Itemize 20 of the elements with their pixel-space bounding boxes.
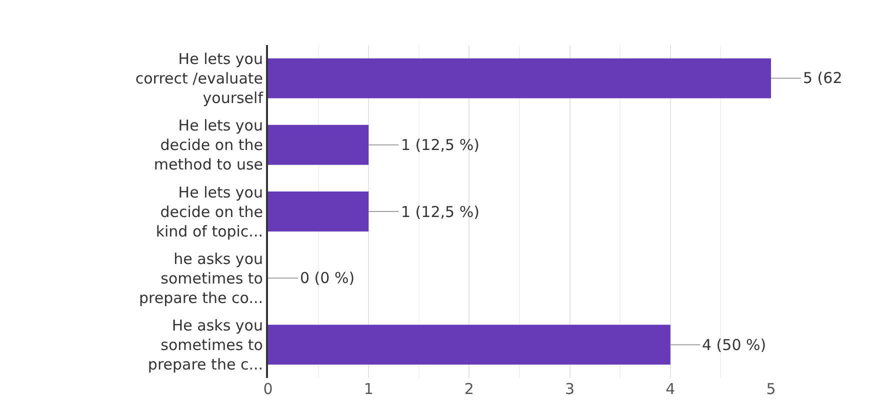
y-tick-label: He lets you decide on the kind of topic... <box>156 183 263 240</box>
data-label: 4 (50 %) <box>702 336 766 354</box>
data-label: 1 (12,5 %) <box>401 136 480 154</box>
x-tick-label: 3 <box>565 380 575 398</box>
y-tick-label: He asks you sometimes to prepare the c... <box>148 316 263 374</box>
bar <box>268 124 369 165</box>
y-tick-label: He lets you correct /evaluate yourself <box>135 50 264 108</box>
x-tick-label: 5 <box>766 380 776 398</box>
bar <box>268 192 369 232</box>
data-label: 5 (62 <box>803 69 842 87</box>
y-tick-label: he asks you sometimes to prepare the co... <box>139 250 263 307</box>
x-tick-label: 2 <box>464 380 474 398</box>
bar <box>268 324 670 365</box>
y-tick-label: He lets you decide on the method to use <box>154 116 263 174</box>
x-tick-label: 1 <box>364 380 374 398</box>
data-label: 0 (0 %) <box>300 269 355 287</box>
bar <box>268 58 771 98</box>
x-tick-label: 0 <box>263 380 273 398</box>
data-label: 1 (12,5 %) <box>401 203 480 221</box>
x-tick-label: 4 <box>666 380 676 398</box>
